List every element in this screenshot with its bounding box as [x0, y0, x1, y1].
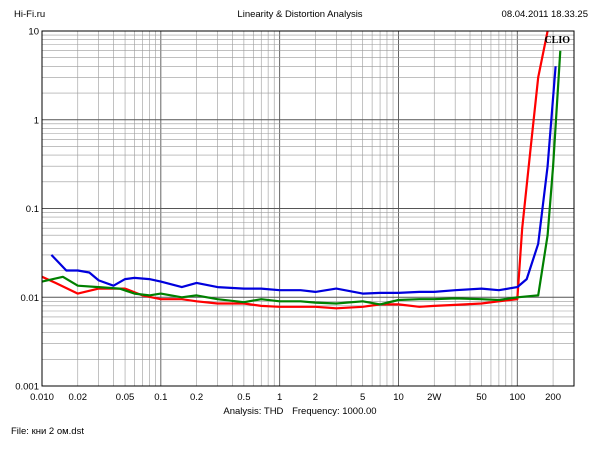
chart-grid [41, 31, 575, 387]
header-site-name: Hi-Fi.ru [14, 9, 46, 20]
y-tick-label: 10 [28, 27, 39, 38]
clio-brand-label: CLIO [544, 35, 570, 46]
plot-frame [41, 30, 575, 387]
y-tick-labels: 10 1 0.1 0.01 0.001 [15, 27, 39, 393]
x-tick-label: 0.1 [154, 392, 167, 403]
x-tick-label: 0.5 [237, 392, 250, 403]
x-tick-label: 2W [427, 392, 441, 403]
chart-series [42, 31, 562, 310]
x-tick-label: 0.010 [30, 392, 54, 403]
x-tick-label: 0.02 [69, 392, 88, 403]
analysis-type: Analysis: THD [223, 406, 284, 417]
x-tick-label: 2 [313, 392, 318, 403]
file-name: File: кни 2 ом.dst [11, 426, 84, 437]
x-tick-label: 0.2 [190, 392, 203, 403]
analysis-info: Analysis: THD Frequency: 1000.00 [0, 406, 600, 417]
y-tick-label: 0.1 [26, 204, 39, 215]
x-tick-label: 1 [277, 392, 282, 403]
series-line-3 [50, 66, 557, 295]
x-tick-labels: 0.010 0.02 0.05 0.1 0.2 0.5 1 2 5 10 2W 50 100 200 [30, 392, 561, 403]
x-tick-label: 100 [509, 392, 525, 403]
x-tick-label: 200 [545, 392, 561, 403]
analysis-frequency: Frequency: 1000.00 [292, 406, 377, 417]
y-tick-label: 1 [34, 115, 39, 126]
x-tick-label: 10 [393, 392, 404, 403]
x-tick-label: 50 [476, 392, 487, 403]
y-tick-label: 0.001 [15, 382, 39, 393]
header-title: Linearity & Distortion Analysis [237, 9, 363, 20]
x-tick-label: 5 [360, 392, 365, 403]
header-timestamp: 08.04.2011 18.33.25 [501, 9, 588, 20]
series-line-2 [42, 50, 562, 306]
x-tick-label: 0.05 [116, 392, 135, 403]
y-tick-label: 0.01 [21, 293, 40, 304]
